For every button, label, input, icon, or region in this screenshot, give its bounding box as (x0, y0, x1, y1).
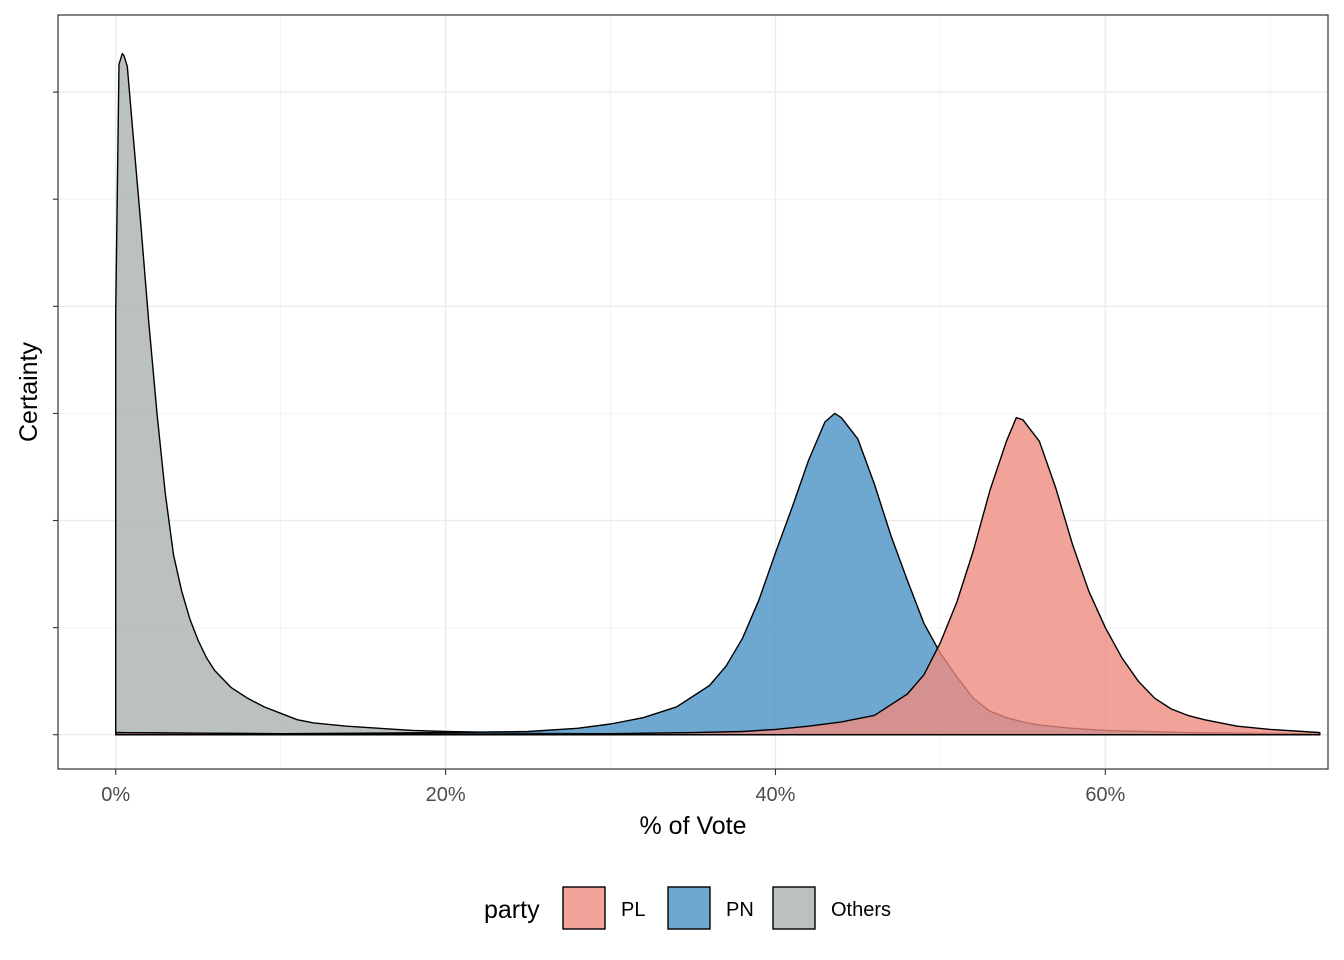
x-axis-title: % of Vote (639, 812, 746, 840)
x-tick-label: 20% (426, 784, 466, 806)
legend-label-pn: PN (726, 899, 754, 921)
legend-key-others (772, 886, 816, 930)
legend-label-pl: PL (621, 899, 645, 921)
x-tick-label: 60% (1085, 784, 1125, 806)
x-axis: 0% 20% 40% 60% (53, 91, 1126, 806)
y-axis-title: Certainty (15, 341, 43, 442)
x-tick-label: 0% (101, 784, 130, 806)
plot-area (57, 14, 1329, 770)
legend-key-pl (562, 886, 606, 930)
density-series (115, 52, 1321, 736)
legend-title: party (484, 896, 540, 924)
panel-border (57, 14, 1329, 770)
legend-key-pn (667, 886, 711, 930)
x-tick-label: 40% (755, 784, 795, 806)
density-area-pl (115, 417, 1321, 736)
minor-gridlines (58, 15, 1328, 769)
legend-label-others: Others (831, 899, 891, 921)
legend: party PL PN Others (484, 886, 891, 930)
